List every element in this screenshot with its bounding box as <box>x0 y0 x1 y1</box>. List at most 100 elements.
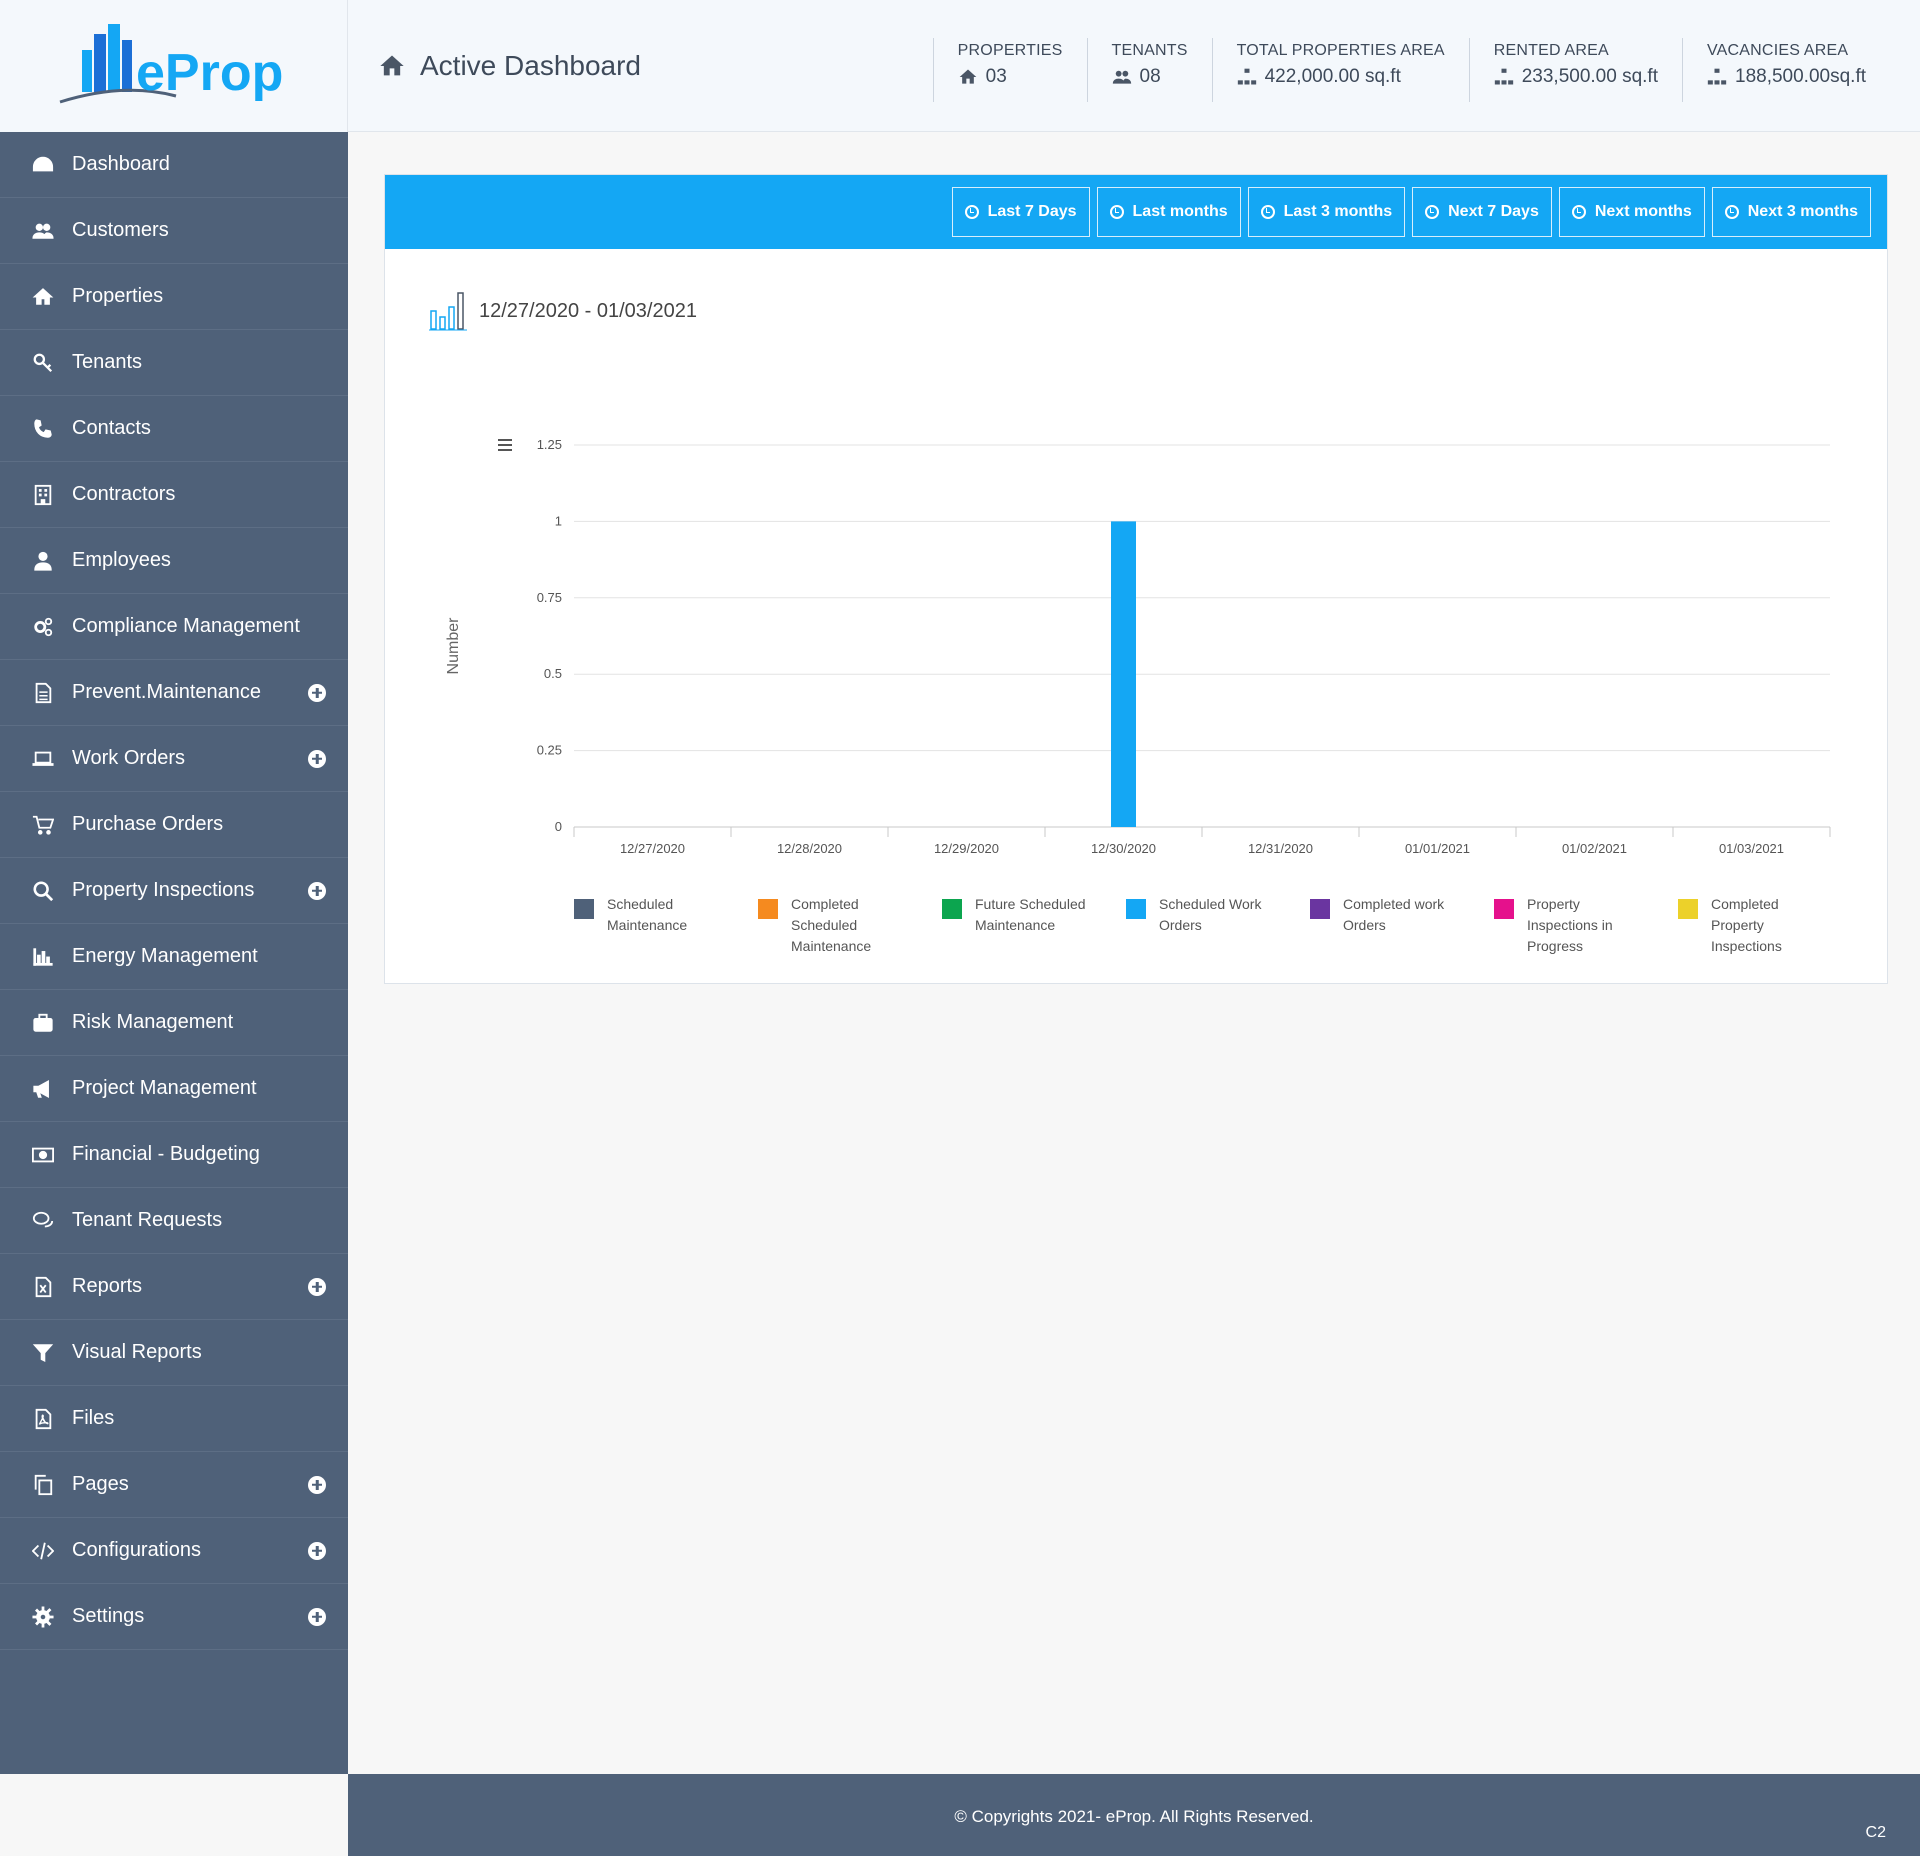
expand-plus-icon[interactable] <box>308 683 326 702</box>
phone-icon-wrap <box>30 416 56 442</box>
range-button-label: Last months <box>1132 203 1228 220</box>
sidebar-item-dashboard[interactable]: Dashboard <box>0 132 348 198</box>
sidebar-item-label: Tenants <box>72 351 143 373</box>
sidebar-item-label: Purchase Orders <box>72 813 224 835</box>
stat-value-text: 422,000.00 sq.ft <box>1264 66 1401 87</box>
cogs-icon-wrap <box>30 614 56 640</box>
stat-label: VACANCIES AREA <box>1707 42 1849 59</box>
sidebar-item-risk-management[interactable]: Risk Management <box>0 990 348 1056</box>
sidebar-item-label: Project Management <box>72 1077 257 1099</box>
sidebar-item-label: Employees <box>72 549 171 571</box>
expand-plus-icon[interactable] <box>308 1475 326 1494</box>
sidebar-item-energy-management[interactable]: Energy Management <box>0 924 348 990</box>
y-tick-label: 0 <box>555 819 562 834</box>
range-button-next-3-months[interactable]: Next 3 months <box>1711 187 1871 237</box>
search-icon <box>33 880 54 901</box>
money-icon <box>32 1147 54 1162</box>
page-title: Active Dashboard <box>378 50 641 82</box>
laptop-icon-wrap <box>30 746 56 772</box>
range-button-last-months[interactable]: Last months <box>1096 187 1241 237</box>
stat-value-text: 03 <box>985 66 1007 87</box>
clock-icon <box>1260 205 1275 219</box>
sidebar-item-tenants[interactable]: Tenants <box>0 330 348 396</box>
home-icon <box>32 287 54 305</box>
sidebar-item-financial-budgeting[interactable]: Financial - Budgeting <box>0 1122 348 1188</box>
legend-label-line: Future Scheduled <box>975 896 1086 912</box>
stat-vacancies-area: VACANCIES AREA 188,500.00sq.ft <box>1682 38 1890 102</box>
sidebar-item-tenant-requests[interactable]: Tenant Requests <box>0 1188 348 1254</box>
sidebar-item-purchase-orders[interactable]: Purchase Orders <box>0 792 348 858</box>
sidebar-nav: Dashboard Customers Properties Tenants Conta… <box>0 132 348 1650</box>
key-icon <box>33 353 53 372</box>
sidebar-item-settings[interactable]: Settings <box>0 1584 348 1650</box>
range-button-next-7-days[interactable]: Next 7 Days <box>1412 187 1552 237</box>
sidebar-item-label: Tenant Requests <box>72 1209 223 1231</box>
logo[interactable]: eProp <box>0 0 348 132</box>
pdf-file-icon <box>35 1408 52 1429</box>
legend-label-line: Inspections <box>1711 938 1782 954</box>
sidebar-item-label: Work Orders <box>72 747 185 769</box>
range-button-last-3-months[interactable]: Last 3 months <box>1247 187 1406 237</box>
sidebar-item-property-inspections[interactable]: Property Inspections <box>0 858 348 924</box>
sidebar-item-contractors[interactable]: Contractors <box>0 462 348 528</box>
eprop-logo-icon: eProp <box>59 24 283 104</box>
sidebar-item-contacts[interactable]: Contacts <box>0 396 348 462</box>
sidebar-item-files[interactable]: Files <box>0 1386 348 1452</box>
megaphone-icon <box>33 1079 49 1098</box>
sidebar-item-properties[interactable]: Properties <box>0 264 348 330</box>
legend-swatch <box>574 899 594 919</box>
document-icon <box>35 682 52 703</box>
sidebar-item-label: Visual Reports <box>72 1341 202 1363</box>
legend-label: Completed Scheduled Maintenance <box>791 896 871 954</box>
code-icon-wrap <box>30 1538 56 1564</box>
legend-label: Property Inspections in Progress <box>1527 896 1613 954</box>
stat-label: PROPERTIES <box>957 42 1063 59</box>
sitemap-icon <box>1707 68 1727 85</box>
legend-label-line: Scheduled Work <box>1159 896 1262 912</box>
megaphone-icon-wrap <box>30 1076 56 1102</box>
sidebar-item-label: Customers <box>72 219 169 241</box>
x-tick-label: 12/30/2020 <box>1091 841 1156 856</box>
stat-value-text: 233,500.00 sq.ft <box>1521 66 1658 87</box>
sidebar-item-employees[interactable]: Employees <box>0 528 348 594</box>
legend-label-line: Maintenance <box>607 917 687 933</box>
sidebar-item-customers[interactable]: Customers <box>0 198 348 264</box>
sidebar-item-label: Files <box>72 1407 115 1429</box>
stat-rented-area: RENTED AREA 233,500.00 sq.ft <box>1468 38 1682 102</box>
expand-plus-icon[interactable] <box>308 749 326 768</box>
range-button-last-7-days[interactable]: Last 7 Days <box>951 187 1090 237</box>
sitemap-icon <box>1237 68 1256 85</box>
copyright-text: © Copyrights 2021- eProp. All Rights Res… <box>954 1807 1314 1826</box>
range-button-next-months[interactable]: Next months <box>1558 187 1705 237</box>
range-button-label: Next 7 Days <box>1448 203 1539 220</box>
expand-plus-icon[interactable] <box>308 881 326 900</box>
users-icon <box>1112 70 1131 84</box>
logo-text: eProp <box>136 44 283 102</box>
chart-menu-icon[interactable] <box>498 439 512 451</box>
sidebar-item-reports[interactable]: Reports <box>0 1254 348 1320</box>
x-tick-label: 12/29/2020 <box>934 841 999 856</box>
range-title-text: 12/27/2020 - 01/03/2021 <box>479 299 697 322</box>
sidebar-item-label: Configurations <box>72 1539 201 1561</box>
sidebar-item-prevent-maintenance[interactable]: Prevent.Maintenance <box>0 660 348 726</box>
stat-value: 188,500.00sq.ft <box>1707 66 1866 88</box>
chart: 0 0.25 0.5 0.75 1 1.25 12/27/2020 12/28/2020 12/… <box>445 437 1831 954</box>
range-button-label: Next months <box>1594 203 1692 220</box>
range-button-label: Last 3 months <box>1283 203 1393 220</box>
sidebar-item-work-orders[interactable]: Work Orders <box>0 726 348 792</box>
expand-plus-icon[interactable] <box>308 1541 326 1560</box>
document-icon-wrap <box>30 680 56 706</box>
expand-plus-icon[interactable] <box>308 1607 326 1626</box>
stat-value: 03 <box>958 66 1063 88</box>
sidebar-item-configurations[interactable]: Configurations <box>0 1518 348 1584</box>
legend-swatch <box>1678 899 1698 919</box>
stat-value: 233,500.00 sq.ft <box>1494 66 1658 88</box>
home-icon <box>380 55 404 76</box>
expand-plus-icon[interactable] <box>308 1277 326 1296</box>
sidebar-item-compliance-management[interactable]: Compliance Management <box>0 594 348 660</box>
sidebar-item-visual-reports[interactable]: Visual Reports <box>0 1320 348 1386</box>
sidebar-item-project-management[interactable]: Project Management <box>0 1056 348 1122</box>
stat-properties: PROPERTIES 03 <box>932 38 1087 102</box>
sidebar-item-pages[interactable]: Pages <box>0 1452 348 1518</box>
comments-icon <box>32 1211 54 1227</box>
